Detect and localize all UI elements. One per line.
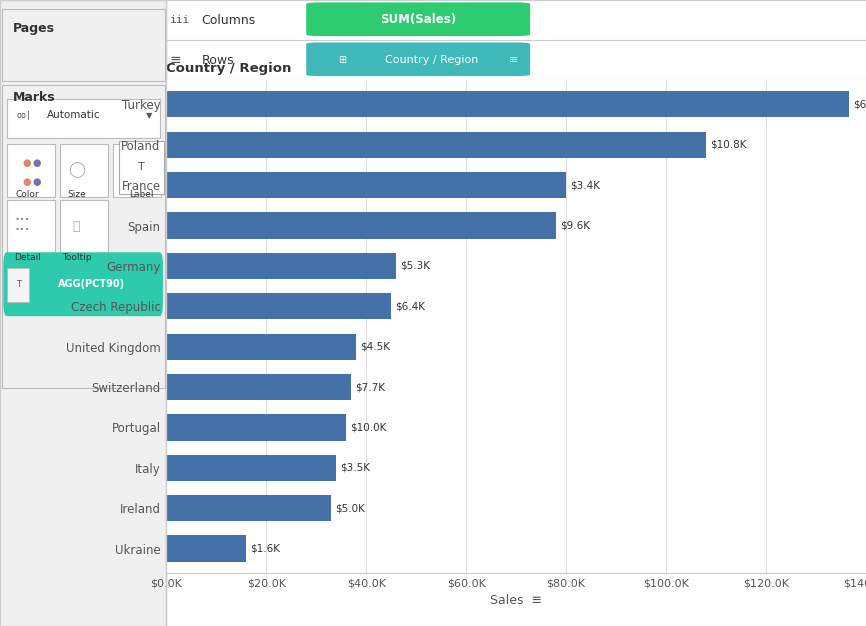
Bar	[166, 172, 566, 198]
FancyBboxPatch shape	[60, 200, 108, 254]
Bar	[166, 414, 346, 441]
Text: ∙∙∙
∙∙∙: ∙∙∙ ∙∙∙	[15, 214, 30, 233]
Text: ⊞: ⊞	[338, 54, 346, 64]
Text: SUM(Sales): SUM(Sales)	[380, 13, 456, 26]
Text: 💬: 💬	[73, 220, 81, 233]
Text: $5.0K: $5.0K	[335, 503, 365, 513]
Bar	[166, 212, 556, 239]
FancyBboxPatch shape	[113, 144, 161, 197]
Text: T: T	[138, 162, 145, 172]
FancyBboxPatch shape	[0, 0, 166, 626]
Text: Detail: Detail	[14, 253, 41, 262]
Bar	[166, 293, 391, 319]
Text: ≡: ≡	[170, 53, 181, 67]
FancyBboxPatch shape	[8, 268, 29, 302]
Bar	[166, 454, 336, 481]
Text: $5.3K: $5.3K	[400, 261, 430, 271]
FancyBboxPatch shape	[7, 200, 55, 254]
FancyBboxPatch shape	[2, 9, 165, 81]
Text: $1.6K: $1.6K	[250, 543, 281, 553]
Text: $3.4K: $3.4K	[570, 180, 600, 190]
Text: Automatic: Automatic	[47, 110, 100, 120]
Text: oo|: oo|	[16, 111, 32, 120]
Text: Label: Label	[129, 190, 153, 198]
Text: $7.7K: $7.7K	[355, 382, 385, 392]
Bar	[166, 253, 396, 279]
X-axis label: Sales  ≡: Sales ≡	[490, 594, 542, 607]
Text: $9.6K: $9.6K	[560, 220, 590, 230]
Text: ●: ●	[23, 177, 31, 187]
FancyBboxPatch shape	[307, 3, 530, 36]
Text: Color: Color	[16, 190, 39, 198]
Text: Country / Region: Country / Region	[385, 54, 479, 64]
Text: Marks: Marks	[13, 91, 56, 104]
Text: ●: ●	[32, 158, 41, 168]
Text: T: T	[16, 280, 21, 289]
Text: ●: ●	[23, 158, 31, 168]
FancyBboxPatch shape	[7, 144, 55, 197]
FancyBboxPatch shape	[7, 99, 159, 138]
FancyBboxPatch shape	[3, 252, 163, 316]
Bar	[166, 334, 356, 360]
Text: ◯: ◯	[68, 162, 85, 178]
Text: Pages: Pages	[13, 22, 55, 35]
FancyBboxPatch shape	[119, 141, 164, 194]
Text: Size: Size	[67, 190, 86, 198]
FancyBboxPatch shape	[2, 85, 165, 388]
Text: $6.6K: $6.6K	[853, 100, 866, 110]
Text: ●: ●	[32, 177, 41, 187]
Text: Country / Region: Country / Region	[166, 62, 292, 74]
Text: $4.5K: $4.5K	[360, 342, 391, 352]
Bar	[166, 91, 849, 118]
Text: $10.0K: $10.0K	[350, 423, 386, 433]
Text: $6.4K: $6.4K	[395, 301, 425, 311]
Text: Tooltip: Tooltip	[61, 253, 91, 262]
Text: AGG(PCT90): AGG(PCT90)	[58, 279, 125, 289]
Text: ≡: ≡	[509, 54, 519, 64]
Bar	[166, 374, 352, 400]
Text: Rows: Rows	[201, 54, 234, 66]
FancyBboxPatch shape	[60, 144, 108, 197]
Text: $10.8K: $10.8K	[710, 140, 746, 150]
Bar	[166, 535, 246, 562]
FancyBboxPatch shape	[307, 43, 530, 76]
Text: Columns: Columns	[201, 14, 255, 26]
Text: $3.5K: $3.5K	[340, 463, 370, 473]
Text: ▼: ▼	[146, 111, 152, 120]
Bar	[166, 131, 706, 158]
Text: iii: iii	[170, 15, 190, 25]
Bar	[166, 495, 331, 521]
